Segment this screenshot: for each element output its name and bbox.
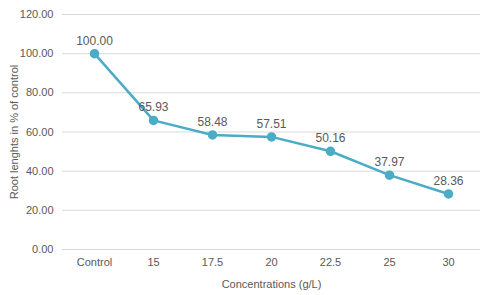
svg-text:17.5: 17.5 [202,256,223,268]
svg-text:120.00: 120.00 [20,8,54,20]
svg-text:15: 15 [147,256,159,268]
svg-text:Root lenghts in % of control: Root lenghts in % of control [8,65,20,200]
svg-text:30: 30 [442,256,454,268]
svg-text:Control: Control [77,256,112,268]
svg-text:65.93: 65.93 [138,100,168,114]
svg-text:Concentrations (g/L): Concentrations (g/L) [222,278,322,290]
svg-text:80.00: 80.00 [26,86,54,98]
svg-text:58.48: 58.48 [197,115,227,129]
svg-text:100.00: 100.00 [20,47,54,59]
svg-text:0.00: 0.00 [32,243,53,255]
svg-text:57.51: 57.51 [256,117,286,131]
svg-text:22.5: 22.5 [320,256,341,268]
svg-text:100.00: 100.00 [76,34,113,48]
svg-text:25: 25 [383,256,395,268]
svg-text:20.00: 20.00 [26,204,54,216]
svg-text:20: 20 [265,256,277,268]
svg-text:28.36: 28.36 [433,174,463,188]
svg-text:40.00: 40.00 [26,165,54,177]
svg-text:60.00: 60.00 [26,126,54,138]
svg-text:37.97: 37.97 [374,155,404,169]
svg-text:50.16: 50.16 [315,131,345,145]
